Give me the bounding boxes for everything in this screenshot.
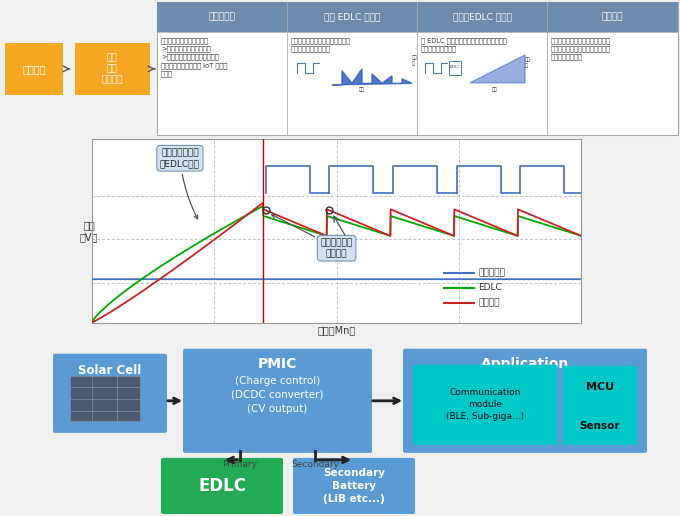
Text: 时间: 时间 [492,87,498,92]
Text: EDLC: EDLC [198,477,246,495]
Bar [547,2,678,32]
Text: 因为能量收集是不稳定的发电量，
所以负荷的运行不稳定: 因为能量收集是不稳定的发电量， 所以负荷的运行不稳定 [291,37,351,52]
Text: 对于能量收集的不稳定发电量也可
以进行出色的充电，所以最适合用
能量收集器用途。: 对于能量收集的不稳定发电量也可 以进行出色的充电，所以最适合用 能量收集器用途。 [551,37,611,60]
Bar [70,376,140,421]
Text: Communication
module
(BLE, Sub-giga...): Communication module (BLE, Sub-giga...) [446,389,524,421]
Text: Application: Application [481,357,569,370]
Text: 能量
收集
蓄电设备: 能量 收集 蓄电设备 [101,53,123,85]
Polygon shape [332,69,412,85]
Bar [417,2,547,32]
Text: 太阳能电池: 太阳能电池 [479,268,505,277]
Bar [5,43,63,95]
Y-axis label: 电压
［V］: 电压 ［V］ [80,220,98,241]
FancyBboxPatch shape [53,353,167,433]
Text: (DCDC converter): (DCDC converter) [231,390,324,400]
FancyBboxPatch shape [403,349,647,453]
Text: 在 EDLC 中蓄积能源收集的不稳定发电量，
运行时保持负荷稳定: 在 EDLC 中蓄积能源收集的不稳定发电量， 运行时保持负荷稳定 [421,37,507,52]
Polygon shape [470,55,525,83]
Text: 时间: 时间 [359,87,365,92]
Bar [287,2,417,32]
Bar [157,2,287,32]
Bar [75,43,150,95]
Text: 应用示例: 应用示例 [602,12,624,22]
X-axis label: 时间［Mn］: 时间［Mn］ [318,325,356,335]
FancyBboxPatch shape [161,458,283,514]
Text: 蓄电设备: 蓄电设备 [22,64,46,74]
Text: Secondary: Secondary [291,460,339,470]
Text: EDLC: EDLC [449,65,460,69]
Text: MCU: MCU [586,382,614,392]
Bar [449,61,461,75]
Text: Solar Cell: Solar Cell [78,364,141,377]
FancyBboxPatch shape [413,365,557,445]
Text: (Charge control): (Charge control) [235,376,320,386]
Text: 效果和用途: 效果和用途 [209,12,235,22]
FancyBboxPatch shape [293,458,415,514]
Text: 发电
量: 发电 量 [412,55,418,66]
FancyBboxPatch shape [183,349,372,453]
Text: 使用无线通信
发送数据: 使用无线通信 发送数据 [272,215,353,258]
Bar [0,0,155,137]
Text: (CV output): (CV output) [248,404,307,414]
Text: Secondary
Battery
(LiB etc...): Secondary Battery (LiB etc...) [323,467,385,504]
Text: Primary: Primary [222,460,258,470]
Text: 通过太阳能电池
向EDLC蓄电: 通过太阳能电池 向EDLC蓄电 [160,149,200,219]
FancyBboxPatch shape [563,366,637,408]
Text: 发电
量: 发电 量 [525,57,531,68]
Text: EDLC: EDLC [479,283,503,292]
FancyBboxPatch shape [563,407,637,445]
Bar [157,2,678,135]
Text: Sensor: Sensor [580,421,620,431]
Text: 电池＋EDLC 的情况: 电池＋EDLC 的情况 [453,12,511,22]
Text: 输出电压: 输出电压 [479,298,500,307]
Text: 不稳定发电设备的蓄电用途
>太阳能发电等的蓄电设备
>即便输入不稳定也可以充放电
通过能量收集实现小型 IoT 设备无
电池化: 不稳定发电设备的蓄电用途 >太阳能发电等的蓄电设备 >即便输入不稳定也可以充放电… [161,37,227,77]
Text: PMIC: PMIC [258,357,297,370]
Text: 没有 EDLC 的情况: 没有 EDLC 的情况 [324,12,380,22]
